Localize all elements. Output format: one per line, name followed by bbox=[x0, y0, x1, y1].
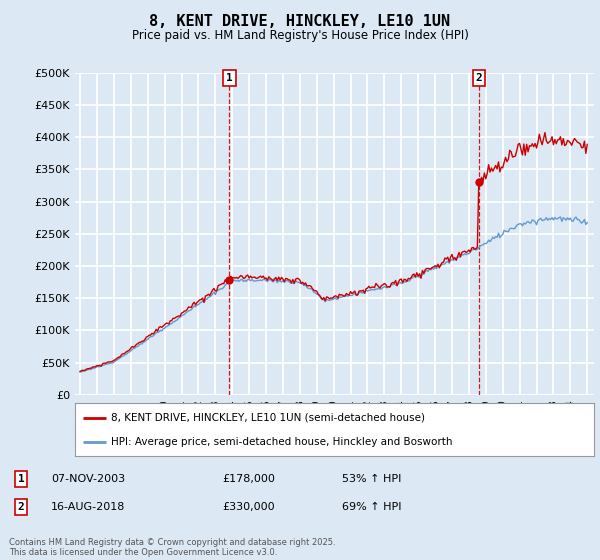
Text: £330,000: £330,000 bbox=[222, 502, 275, 512]
Text: Price paid vs. HM Land Registry's House Price Index (HPI): Price paid vs. HM Land Registry's House … bbox=[131, 29, 469, 42]
Text: Contains HM Land Registry data © Crown copyright and database right 2025.
This d: Contains HM Land Registry data © Crown c… bbox=[9, 538, 335, 557]
Text: £178,000: £178,000 bbox=[222, 474, 275, 484]
Text: 1: 1 bbox=[17, 474, 25, 484]
Text: 1: 1 bbox=[226, 73, 233, 83]
Text: 07-NOV-2003: 07-NOV-2003 bbox=[51, 474, 125, 484]
Text: 53% ↑ HPI: 53% ↑ HPI bbox=[342, 474, 401, 484]
Text: 8, KENT DRIVE, HINCKLEY, LE10 1UN (semi-detached house): 8, KENT DRIVE, HINCKLEY, LE10 1UN (semi-… bbox=[112, 413, 425, 423]
Text: 69% ↑ HPI: 69% ↑ HPI bbox=[342, 502, 401, 512]
Text: 8, KENT DRIVE, HINCKLEY, LE10 1UN: 8, KENT DRIVE, HINCKLEY, LE10 1UN bbox=[149, 14, 451, 29]
Text: 16-AUG-2018: 16-AUG-2018 bbox=[51, 502, 125, 512]
Text: HPI: Average price, semi-detached house, Hinckley and Bosworth: HPI: Average price, semi-detached house,… bbox=[112, 437, 453, 447]
Text: 2: 2 bbox=[17, 502, 25, 512]
Text: 2: 2 bbox=[475, 73, 482, 83]
